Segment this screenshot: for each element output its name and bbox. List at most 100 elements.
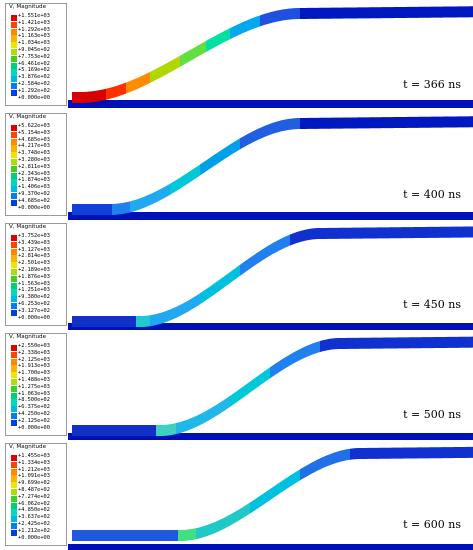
flyer-segment <box>326 117 329 129</box>
flyer-segment <box>264 125 267 138</box>
flyer-segment <box>444 447 447 459</box>
flyer-segment <box>290 474 293 487</box>
flyer-segment <box>382 227 385 239</box>
flyer-segment <box>374 227 377 239</box>
simulation-panel: V, Magnitude +2.550e+03 +2.338e+03 +2.125e+… <box>0 330 473 440</box>
flyer-segment <box>258 127 261 140</box>
color-legend: V, Magnitude +5.622e+03 +5.154e+03 +4.685e+… <box>5 113 67 216</box>
flyer-segment <box>246 258 249 272</box>
flyer-segment <box>270 11 273 24</box>
legend-value: +1.700e+03 <box>18 370 50 377</box>
flyer-segment <box>222 399 225 413</box>
flyer-segment <box>430 6 433 18</box>
flyer-segment <box>438 116 441 128</box>
flyer-segment <box>448 226 451 238</box>
flyer-segment <box>422 6 425 18</box>
flyer-segment <box>226 273 229 286</box>
legend-value: +2.125e+03 <box>18 356 50 363</box>
flyer-segment <box>456 336 459 348</box>
flyer-segment <box>358 117 361 129</box>
flyer-segment <box>442 336 445 348</box>
flyer-segment <box>304 117 307 129</box>
flyer-segment <box>100 530 103 541</box>
flyer-segment <box>310 343 313 356</box>
flyer-segment <box>458 116 461 128</box>
flyer-segment <box>308 463 311 476</box>
flyer-segment <box>426 6 429 18</box>
flyer-segment <box>242 21 245 34</box>
flyer-segment <box>216 280 219 294</box>
flyer-segment <box>308 344 311 357</box>
legend-swatch <box>11 282 17 289</box>
color-legend: V, Magnitude +2.550e+03 +2.338e+03 +2.125e+… <box>5 333 67 436</box>
flyer-segment <box>148 194 151 207</box>
flyer-segment <box>94 425 97 436</box>
flyer-segment <box>360 337 363 349</box>
flyer-segment <box>310 7 313 19</box>
legend-swatch <box>11 62 17 69</box>
flyer-segment <box>342 227 345 239</box>
flyer-segment <box>338 338 341 350</box>
flyer-segment <box>110 425 113 436</box>
flyer-segment <box>164 311 167 323</box>
legend-swatch <box>11 76 17 83</box>
flyer-segment <box>158 66 161 79</box>
flyer-segment <box>220 149 223 162</box>
flyer-segment <box>356 227 359 239</box>
flyer-segment <box>450 336 453 348</box>
flyer-segment <box>424 226 427 238</box>
flyer-segment <box>80 316 83 327</box>
flyer-segment <box>322 339 325 352</box>
flyer-segment <box>454 336 457 348</box>
flyer-segment <box>408 6 411 18</box>
flyer-segment <box>258 15 261 28</box>
flyer-segment <box>376 7 379 19</box>
flyer-segment <box>262 248 265 261</box>
flyer-segment <box>136 316 139 327</box>
legend-swatch <box>11 69 17 76</box>
flyer-segment <box>224 274 227 288</box>
flyer-segment <box>168 424 171 436</box>
legend-swatch <box>11 83 17 90</box>
flyer-segment <box>290 8 293 20</box>
flyer-segment <box>326 339 329 351</box>
legend-value: +3.637e+02 <box>18 514 50 521</box>
flyer-segment <box>366 337 369 349</box>
flyer-segment <box>164 530 167 541</box>
flyer-segment <box>230 513 233 526</box>
flyer-segment <box>88 316 91 327</box>
flyer-segment <box>380 447 383 459</box>
flyer-segment <box>298 118 301 130</box>
flyer-segment <box>440 6 443 18</box>
flyer-segment <box>298 231 301 243</box>
legend-swatch <box>11 509 17 516</box>
flyer-segment <box>148 315 151 327</box>
flyer-segment <box>310 117 313 129</box>
flyer-segment <box>432 337 435 349</box>
flyer-segment <box>284 356 287 370</box>
flyer-segment <box>214 153 217 166</box>
flyer-segment <box>424 6 427 18</box>
flyer-segment <box>340 227 343 239</box>
simulation-panel: V, Magnitude +1.551e+03 +1.421e+03 +1.292e+… <box>0 0 473 110</box>
flyer-segment <box>256 375 259 389</box>
flyer-segment <box>212 406 215 419</box>
flyer-segment <box>216 403 219 416</box>
flyer-segment <box>438 447 441 459</box>
flyer-segment <box>134 316 137 327</box>
legend-swatch <box>11 289 17 296</box>
flyer-segment <box>292 232 295 245</box>
flyer-segment <box>250 256 253 269</box>
flyer-segment <box>248 502 251 515</box>
legend-value: +1.091e+03 <box>18 473 50 480</box>
flyer-segment <box>238 508 241 521</box>
flyer-segment <box>140 425 143 436</box>
flyer-segment <box>382 7 385 19</box>
flyer-segment <box>348 227 351 239</box>
flyer-segment <box>380 7 383 19</box>
flyer-segment <box>182 420 185 433</box>
flyer-segment <box>444 116 447 128</box>
flyer-segment <box>156 190 159 203</box>
flyer-segment <box>320 7 323 19</box>
flyer-segment <box>420 226 423 238</box>
